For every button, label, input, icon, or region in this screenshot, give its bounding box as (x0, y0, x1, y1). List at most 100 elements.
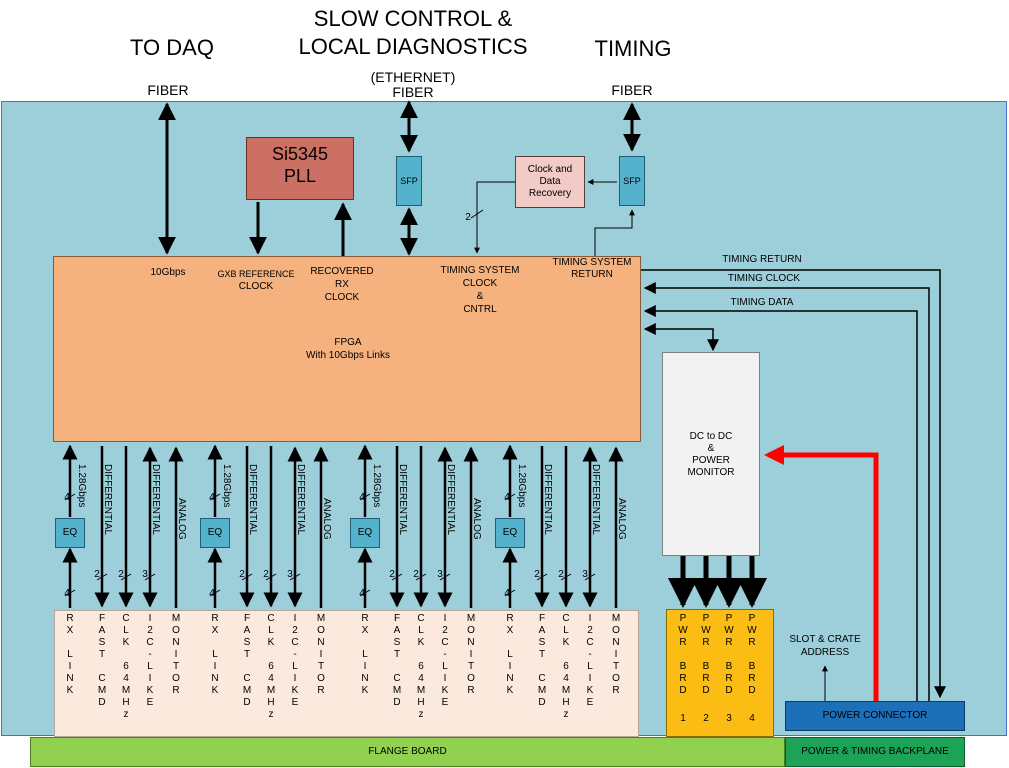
cdr-line1: Clock and (527, 164, 573, 175)
cdr-line2: Data (539, 176, 561, 187)
bus-slash-rx-upper-2 (359, 493, 371, 501)
pwr-board-text-1: P W R B R D (678, 613, 688, 696)
bus-width-fast-0: 2 (94, 569, 100, 580)
bus-width-fast-1: 2 (239, 569, 245, 580)
timing-clock-label: TIMING CLOCK (727, 273, 801, 284)
timing-return-line (641, 269, 946, 699)
differential-label-a-0: DIFFERENTIAL (102, 464, 113, 536)
connector-clk-64mhz-2: C L K 6 4 M H z (416, 613, 426, 720)
slot-crate-line1: SLOT & CRATE (789, 634, 861, 645)
connector-rx-link-1: R X L I N K (211, 613, 219, 696)
bus-width-rx-upper-0: 4 (64, 492, 70, 503)
heading-slow-control-2: LOCAL DIAGNOSTICS (298, 34, 528, 59)
differential-label-a-3: DIFFERENTIAL (542, 464, 553, 536)
pll-line1: Si5345 (271, 144, 329, 164)
bus-slash-clk-2 (415, 573, 427, 581)
dcdc-power-monitor: DC to DC & POWER MONITOR (662, 352, 760, 556)
fpga-gxb-line1: GXB REFERENCE (217, 269, 295, 279)
bus-slash-clk-1 (265, 573, 277, 581)
differential-label-b-2: DIFFERENTIAL (445, 464, 456, 536)
clock-data-recovery-box: Clock and Data Recovery (515, 156, 585, 208)
pwr-board-num-1: 1 (680, 713, 686, 724)
connector-fast-cmd-1: F A S T C M D (242, 613, 252, 708)
connector-rx-link-0: R X L I N K (66, 613, 74, 696)
connector-rx-link-2: R X L I N K (361, 613, 369, 696)
bus-width-fast-3: 2 (534, 569, 540, 580)
sfp-timing-label: SFP (623, 176, 641, 186)
eq-label-3: EQ (502, 527, 518, 538)
eq-box-2: EQ (350, 518, 380, 548)
connector-i2c-like-2: I 2 C - L I K E (441, 613, 449, 708)
bus-width-i2c-0: 3 (142, 569, 148, 580)
pwr-board-num-4: 4 (749, 713, 755, 724)
pll-box: Si5345 PLL (246, 137, 354, 200)
fpga-block: 10Gbps GXB REFERENCE CLOCK RECOVERED RX … (53, 256, 641, 442)
timing-return-to-sfp-line (594, 209, 635, 257)
timing-data-line (643, 305, 918, 701)
timing-clock-line (643, 282, 930, 701)
red-power-arrow (764, 445, 879, 701)
bus-width-rx-lower-3: 4 (504, 588, 510, 599)
connector-clk-64mhz-0: C L K 6 4 M H z (121, 613, 131, 720)
sfp-ethernet: SFP (396, 156, 422, 206)
pwr-board-text-3: P W R B R D (724, 613, 734, 696)
bus-width-rx-upper-2: 4 (359, 492, 365, 503)
bus-slash-rx-upper-1 (209, 493, 221, 501)
pwr-board-num-3: 3 (726, 713, 732, 724)
bus-slash-cdr (470, 209, 484, 219)
bus-slash-rx-lower-1 (209, 589, 221, 597)
pll-line2: PLL (283, 166, 317, 186)
fpga-recovered-1: RECOVERED (310, 266, 374, 277)
differential-label-b-1: DIFFERENTIAL (295, 464, 306, 536)
ethernet-label: (ETHERNET) (370, 69, 456, 85)
fpga-timing-clock-3: & (476, 291, 484, 302)
eq-box-0: EQ (55, 518, 85, 548)
heading-slow-control-1: SLOW CONTROL & (313, 6, 513, 31)
bus-width-i2c-1: 3 (287, 569, 293, 580)
bus-slash-clk-3 (560, 573, 572, 581)
fiber-label-right: FIBER (611, 82, 653, 98)
pwr-board-num-2: 2 (703, 713, 709, 724)
differential-label-b-0: DIFFERENTIAL (150, 464, 161, 536)
power-timing-backplane: POWER & TIMING BACKPLANE (785, 737, 965, 767)
pwr-board-text-4: P W R B R D (747, 613, 757, 696)
timing-return-label: TIMING RETURN (722, 254, 802, 265)
bus-width-rx-upper-3: 4 (504, 492, 510, 503)
bus-slash-rx-lower-0 (64, 589, 76, 597)
fiber-label-left: FIBER (147, 82, 189, 98)
bus-slash-clk-0 (120, 573, 132, 581)
bus-slash-i2c-0 (144, 573, 156, 581)
bus-width-rx-lower-2: 4 (359, 588, 365, 599)
bus-width-clk-3: 2 (558, 569, 564, 580)
bus-slash-i2c-3 (584, 573, 596, 581)
bus-slash-rx-lower-2 (359, 589, 371, 597)
sfp-timing: SFP (619, 156, 645, 206)
dcdc-line1: DC to DC (689, 431, 733, 442)
connector-i2c-like-1: I 2 C - L I K E (291, 613, 299, 708)
connector-i2c-like-3: I 2 C - L I K E (586, 613, 594, 708)
connector-monitor-1: M O N I T O R (316, 613, 326, 696)
dcdc-line2: & (707, 443, 715, 454)
connector-fast-cmd-3: F A S T C M D (537, 613, 547, 708)
bus-slash-i2c-2 (439, 573, 451, 581)
dcdc-line4: MONITOR (687, 467, 735, 478)
bus-slash-rx-upper-0 (64, 493, 76, 501)
eq-label-0: EQ (62, 527, 78, 538)
bus-width-clk-0: 2 (118, 569, 124, 580)
rate-label-0: 1.28Gbps (76, 464, 87, 508)
rate-label-3: 1.28Gbps (516, 464, 527, 508)
bus-slash-fast-1 (241, 573, 253, 581)
fpga-timing-clock-2: CLOCK (462, 278, 498, 289)
flange-board: FLANGE BOARD (30, 737, 785, 767)
connector-rx-link-3: R X L I N K (506, 613, 514, 696)
fpga-dcdc-line (643, 323, 719, 352)
fpga-title-line2: With 10Gbps Links (306, 350, 390, 361)
connector-monitor-3: M O N I T O R (611, 613, 621, 696)
eq-label-2: EQ (357, 527, 373, 538)
flange-board-label: FLANGE BOARD (368, 746, 447, 757)
fpga-link-rate: 10Gbps (150, 267, 186, 278)
heading-to-daq: TO DAQ (130, 35, 214, 60)
timing-data-label: TIMING DATA (730, 297, 794, 308)
power-connector-label: POWER CONNECTOR (822, 710, 928, 721)
